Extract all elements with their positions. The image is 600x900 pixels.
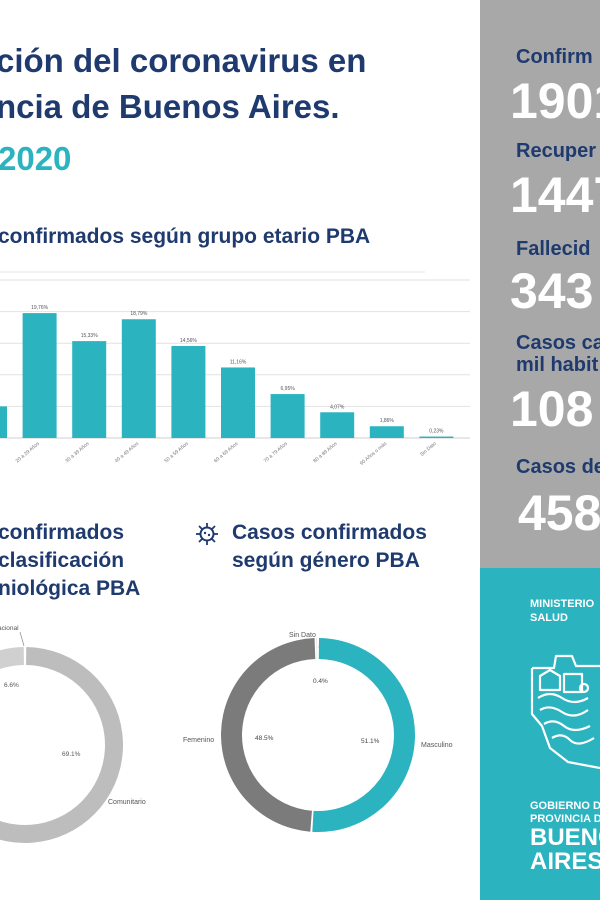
gender-label-sin-dato: Sin Dato [289,632,316,639]
bar-category-label-6: 70 a 79 Años [263,441,290,465]
bar-0 [0,406,7,438]
stat-label-per-inhabitants-line2: mil habit [516,354,599,376]
government-line2: PROVINCIA D [530,813,600,825]
bar-category-label-1: 20 a 29 Años [15,441,42,465]
bar-7 [320,412,355,438]
government-line1: GOBIERNO D [530,800,600,812]
gender-value-masculino: 51.1% [361,738,380,745]
virus-icon [196,523,218,545]
bar-category-label-3: 40 a 49 Años [114,441,141,465]
age-group-bar-chart: 19,76% 20 a 29 Años 15,33% 30 a 39 Años 18,7… [0,271,470,467]
government-line3: BUENO [530,824,600,851]
stat-label-cases: Casos de [516,456,600,478]
stat-value-deceased: 343 [510,263,594,319]
epi-chart-title-line2: clasificación [0,549,125,572]
epi-value-comunitario: 69.1% [62,751,81,758]
government-line4: AIRES [530,848,600,875]
stat-value-per-inhabitants: 108 [510,381,594,437]
bar-2 [72,341,107,438]
stat-value-cases: 458 [518,485,600,541]
epi-slice-0 [0,647,123,843]
page-title-line1: ción del coronavirus en [0,42,367,79]
bar-5 [221,367,255,438]
gender-chart-title-line1: Casos confirmados [232,521,427,544]
stat-label-recovered: Recuper [516,140,597,162]
bar-value-label-2: 15,33% [81,333,99,339]
epidemiological-donut-chart: Comunitario 69.1% 6.6% acional [0,625,146,843]
bar-4 [171,345,206,438]
epi-label-other: acional [0,625,19,632]
gender-slice-2 [316,638,318,660]
gender-chart-title-line2: según género PBA [232,549,420,572]
gender-slice-0 [312,638,416,832]
bar-9 [419,436,454,438]
bar-1 [22,313,57,438]
stat-label-confirmed: Confirm [516,46,593,68]
epi-label-comunitario: Comunitario [108,799,146,806]
epi-chart-title-line1: confirmados [0,521,125,544]
stat-value-confirmed: 1901 [510,73,600,129]
bar-value-label-9: 0,23% [429,429,444,435]
stat-value-recovered: 1447 [510,167,600,223]
epi-chart-title-line3: niológica PBA [0,577,141,600]
gender-label-femenino: Femenino [183,737,214,744]
epi-value-importado: 6.6% [4,682,19,689]
gender-donut-chart: Masculino Femenino Sin Dato 51.1% 48.5% 0.4% [183,632,453,832]
gender-value-femenino: 48.5% [255,735,274,742]
bar-8 [369,426,404,438]
bar-value-label-7: 4,07% [330,404,345,410]
bar-value-label-1: 19,76% [31,305,49,311]
bar-6 [270,394,305,438]
province-map-logo-icon [530,654,600,770]
epi-leader-line [19,631,25,647]
bar-category-label-7: 80 a 89 Años [312,441,339,465]
stat-label-per-inhabitants-line1: Casos ca [516,332,600,354]
stat-label-deceased: Fallecid [516,238,591,260]
bar-value-label-8: 1,86% [380,418,395,424]
bar-value-label-4: 14,56% [180,338,198,344]
brand-panel: MINISTERIO SALUD GOBIERNO D PROVINCIA D … [480,568,600,900]
bar-category-label-8: 90 Años o más [359,441,389,467]
bar-category-label-4: 50 a 59 Años [163,441,190,465]
gender-leader-line [318,639,321,649]
epi-slice-2 [0,647,24,670]
ministry-line1: MINISTERIO [530,598,595,610]
age-chart-title: confirmados según grupo etario PBA [0,225,371,248]
stats-panel: Confirm 1901 Recuper 1447 Fallecid 343 C… [480,0,600,568]
ministry-line2: SALUD [530,612,568,624]
bar-category-label-9: Sin Dato [419,441,438,458]
bar-category-label-2: 30 a 39 Años [64,441,91,465]
gender-slice-1 [221,638,316,832]
bar-value-label-3: 18,79% [130,311,148,317]
page-year: 2020 [0,140,72,177]
bar-value-label-6: 6,95% [281,386,296,392]
gender-value-sin-dato: 0.4% [313,678,328,685]
gender-label-masculino: Masculino [421,742,453,749]
bar-value-label-5: 11,16% [230,359,247,365]
bar-category-label-5: 60 a 69 Años [213,441,240,465]
page-title-line2: ncia de Buenos Aires. [0,88,340,125]
bar-3 [121,319,156,438]
